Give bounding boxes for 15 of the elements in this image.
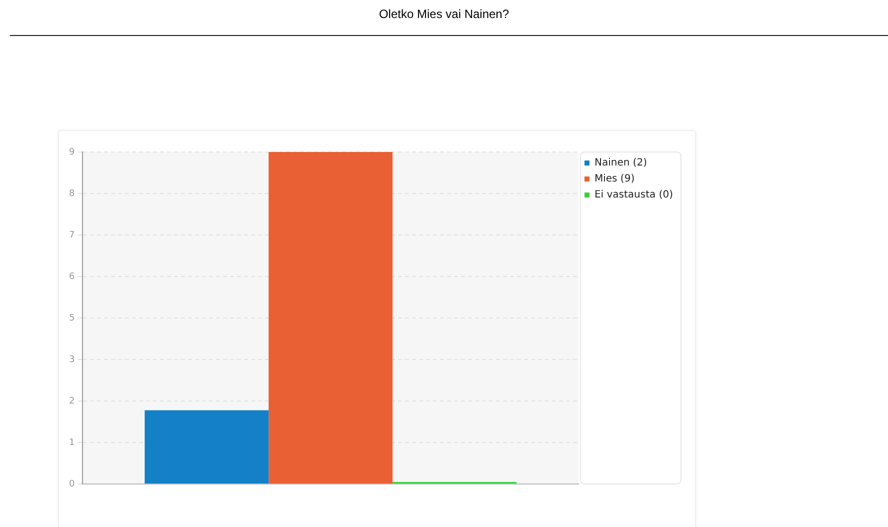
y-tick-label: 0 [68, 479, 75, 490]
bar [268, 152, 393, 484]
legend-label: Nainen (2) [594, 158, 648, 169]
y-tick-label: 3 [68, 354, 75, 365]
bar [144, 410, 269, 484]
y-tick-label: 5 [68, 313, 75, 324]
y-tick-label: 2 [68, 396, 75, 406]
y-tick-label: 1 [68, 438, 75, 448]
chart-title: Oletko Mies vai Nainen? [378, 7, 510, 21]
y-tick-label: 6 [68, 272, 75, 282]
y-tick-label: 9 [68, 147, 75, 158]
legend-label: Ei vastausta (0) [594, 190, 674, 201]
y-tick-label: 8 [68, 188, 75, 199]
y-tick-label: 7 [68, 230, 75, 240]
legend-label: Mies (9) [594, 174, 635, 185]
